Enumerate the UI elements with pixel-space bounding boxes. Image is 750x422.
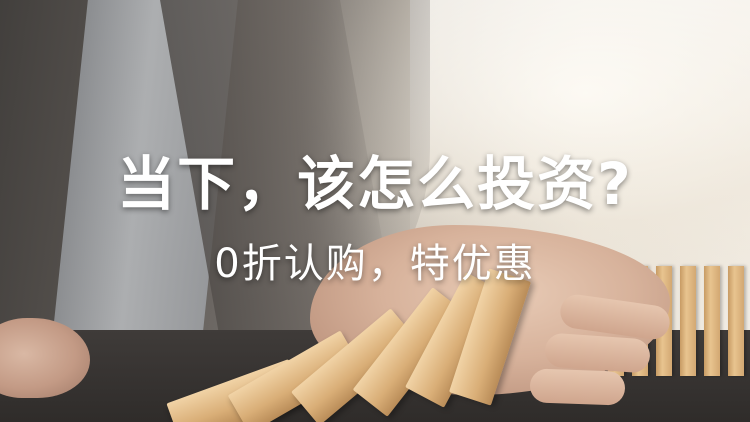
left-hand (0, 318, 90, 398)
banner-headline: 当下，该怎么投资? (117, 150, 633, 218)
finger (529, 368, 626, 406)
finger (543, 332, 652, 374)
banner-subheadline: 0折认购，特优惠 (214, 241, 536, 287)
